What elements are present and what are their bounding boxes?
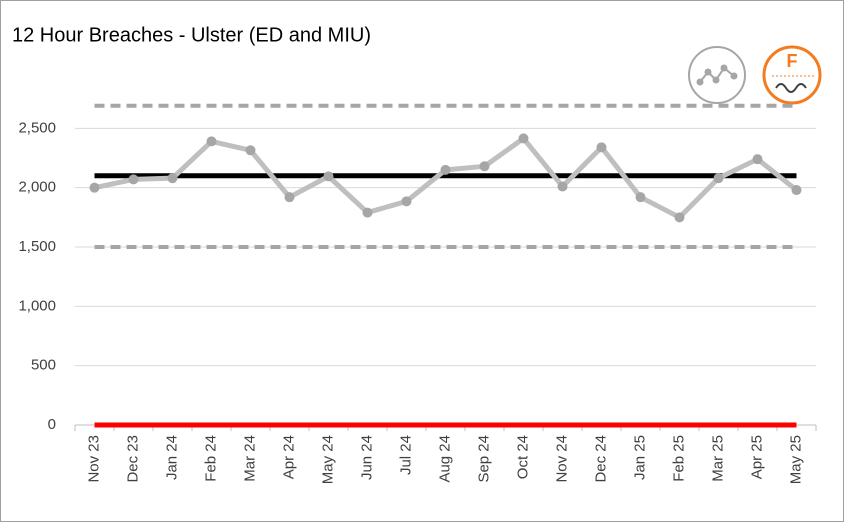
x-tick-label: Jul 24 xyxy=(397,435,414,475)
x-tick-label: May 24 xyxy=(319,435,336,484)
point-marker xyxy=(557,181,568,192)
point-marker xyxy=(284,192,295,203)
point-marker xyxy=(89,182,100,193)
x-tick-label: Apr 25 xyxy=(748,435,765,479)
point-marker xyxy=(791,185,802,196)
point-marker xyxy=(245,145,256,156)
x-tick-label: Jun 24 xyxy=(358,435,375,480)
point-marker xyxy=(440,164,451,175)
chart-title: 12 Hour Breaches - Ulster (ED and MIU) xyxy=(12,24,371,46)
x-tick-label: Nov 24 xyxy=(553,435,570,483)
x-tick-label: May 25 xyxy=(787,435,804,484)
x-tick-label: Dec 24 xyxy=(592,435,609,483)
point-marker xyxy=(167,173,178,184)
point-marker xyxy=(713,173,724,184)
y-tick-label: 500 xyxy=(31,357,56,374)
x-tick-label: Apr 24 xyxy=(280,435,297,479)
point-marker xyxy=(362,207,373,218)
x-tick-label: Feb 25 xyxy=(670,435,687,482)
x-tick-label: Feb 24 xyxy=(202,435,219,482)
x-tick-label: Mar 24 xyxy=(241,435,258,482)
x-tick-label: Mar 25 xyxy=(709,435,726,482)
y-tick-label: 1,500 xyxy=(18,238,56,255)
point-marker xyxy=(401,196,412,207)
y-tick-label: 1,000 xyxy=(18,297,56,314)
x-tick-label: Dec 23 xyxy=(124,435,141,483)
y-tick-label: 0 xyxy=(48,416,56,433)
x-tick-label: Sep 24 xyxy=(475,435,492,483)
y-tick-label: 2,000 xyxy=(18,179,56,196)
point-marker xyxy=(518,133,529,144)
x-tick-label: Nov 23 xyxy=(85,435,102,483)
y-tick-label: 2,500 xyxy=(18,119,56,136)
point-marker xyxy=(128,174,139,185)
point-marker xyxy=(479,161,490,172)
point-marker xyxy=(323,171,334,182)
point-marker xyxy=(674,212,685,223)
assurance-icon xyxy=(762,45,822,105)
point-marker xyxy=(635,192,646,203)
x-tick-label: Jan 24 xyxy=(163,435,180,480)
assurance-icon-label: F xyxy=(787,51,798,71)
point-marker xyxy=(596,142,607,153)
point-marker xyxy=(206,136,217,147)
point-marker xyxy=(752,154,763,165)
x-tick-label: Jan 25 xyxy=(631,435,648,480)
x-tick-label: Aug 24 xyxy=(436,435,453,483)
x-tick-label: Oct 24 xyxy=(514,435,531,479)
variation-icon xyxy=(688,46,746,104)
